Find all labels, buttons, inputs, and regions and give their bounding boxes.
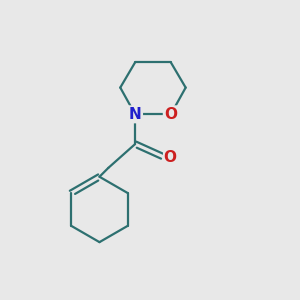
Text: O: O — [164, 107, 177, 122]
Text: O: O — [164, 150, 177, 165]
Text: N: N — [129, 107, 142, 122]
